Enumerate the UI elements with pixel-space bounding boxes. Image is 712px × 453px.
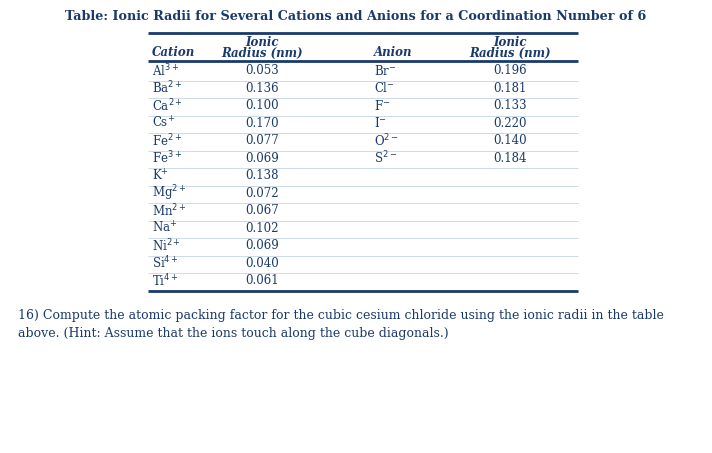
Text: Cs$^{+}$: Cs$^{+}$ xyxy=(152,116,175,131)
Text: 0.136: 0.136 xyxy=(245,82,279,95)
Text: Mn$^{2+}$: Mn$^{2+}$ xyxy=(152,202,187,219)
Text: 0.140: 0.140 xyxy=(493,134,527,147)
Text: Ca$^{2+}$: Ca$^{2+}$ xyxy=(152,97,183,114)
Text: Ionic: Ionic xyxy=(493,37,527,49)
Text: S$^{2-}$: S$^{2-}$ xyxy=(374,150,397,167)
Text: K$^{+}$: K$^{+}$ xyxy=(152,168,169,183)
Text: 0.133: 0.133 xyxy=(493,99,527,112)
Text: Cation: Cation xyxy=(152,47,195,59)
Text: 0.040: 0.040 xyxy=(245,257,279,270)
Text: Table: Ionic Radii for Several Cations and Anions for a Coordination Number of 6: Table: Ionic Radii for Several Cations a… xyxy=(66,10,646,23)
Text: 0.077: 0.077 xyxy=(245,134,279,147)
Text: Br$^{-}$: Br$^{-}$ xyxy=(374,64,397,78)
Text: Fe$^{2+}$: Fe$^{2+}$ xyxy=(152,132,182,149)
Text: 0.184: 0.184 xyxy=(493,152,527,165)
Text: O$^{2-}$: O$^{2-}$ xyxy=(374,132,399,149)
Text: 0.102: 0.102 xyxy=(245,222,279,235)
Text: 0.053: 0.053 xyxy=(245,64,279,77)
Text: 0.181: 0.181 xyxy=(493,82,527,95)
Text: 0.170: 0.170 xyxy=(245,117,279,130)
Text: 0.061: 0.061 xyxy=(245,274,279,287)
Text: 0.220: 0.220 xyxy=(493,117,527,130)
Text: 0.100: 0.100 xyxy=(245,99,279,112)
Text: Al$^{3+}$: Al$^{3+}$ xyxy=(152,63,179,79)
Text: F$^{-}$: F$^{-}$ xyxy=(374,99,390,113)
Text: Na$^{+}$: Na$^{+}$ xyxy=(152,221,177,236)
Text: 0.069: 0.069 xyxy=(245,239,279,252)
Text: I$^{-}$: I$^{-}$ xyxy=(374,116,387,130)
Text: 16) Compute the atomic packing factor for the cubic cesium chloride using the io: 16) Compute the atomic packing factor fo… xyxy=(18,308,664,341)
Text: Radius (nm): Radius (nm) xyxy=(469,47,551,59)
Text: Ba$^{2+}$: Ba$^{2+}$ xyxy=(152,80,182,96)
Text: 0.067: 0.067 xyxy=(245,204,279,217)
Text: 0.072: 0.072 xyxy=(245,187,279,200)
Text: Ni$^{2+}$: Ni$^{2+}$ xyxy=(152,237,181,254)
Text: Radius (nm): Radius (nm) xyxy=(221,47,303,59)
Text: Ionic: Ionic xyxy=(245,37,279,49)
Text: Si$^{4+}$: Si$^{4+}$ xyxy=(152,255,179,271)
Text: Cl$^{-}$: Cl$^{-}$ xyxy=(374,81,395,95)
Text: 0.196: 0.196 xyxy=(493,64,527,77)
Text: 0.138: 0.138 xyxy=(245,169,279,182)
Text: Anion: Anion xyxy=(374,47,412,59)
Text: Ti$^{4+}$: Ti$^{4+}$ xyxy=(152,272,179,289)
Text: Mg$^{2+}$: Mg$^{2+}$ xyxy=(152,183,187,203)
Text: Fe$^{3+}$: Fe$^{3+}$ xyxy=(152,150,182,167)
Text: 0.069: 0.069 xyxy=(245,152,279,165)
